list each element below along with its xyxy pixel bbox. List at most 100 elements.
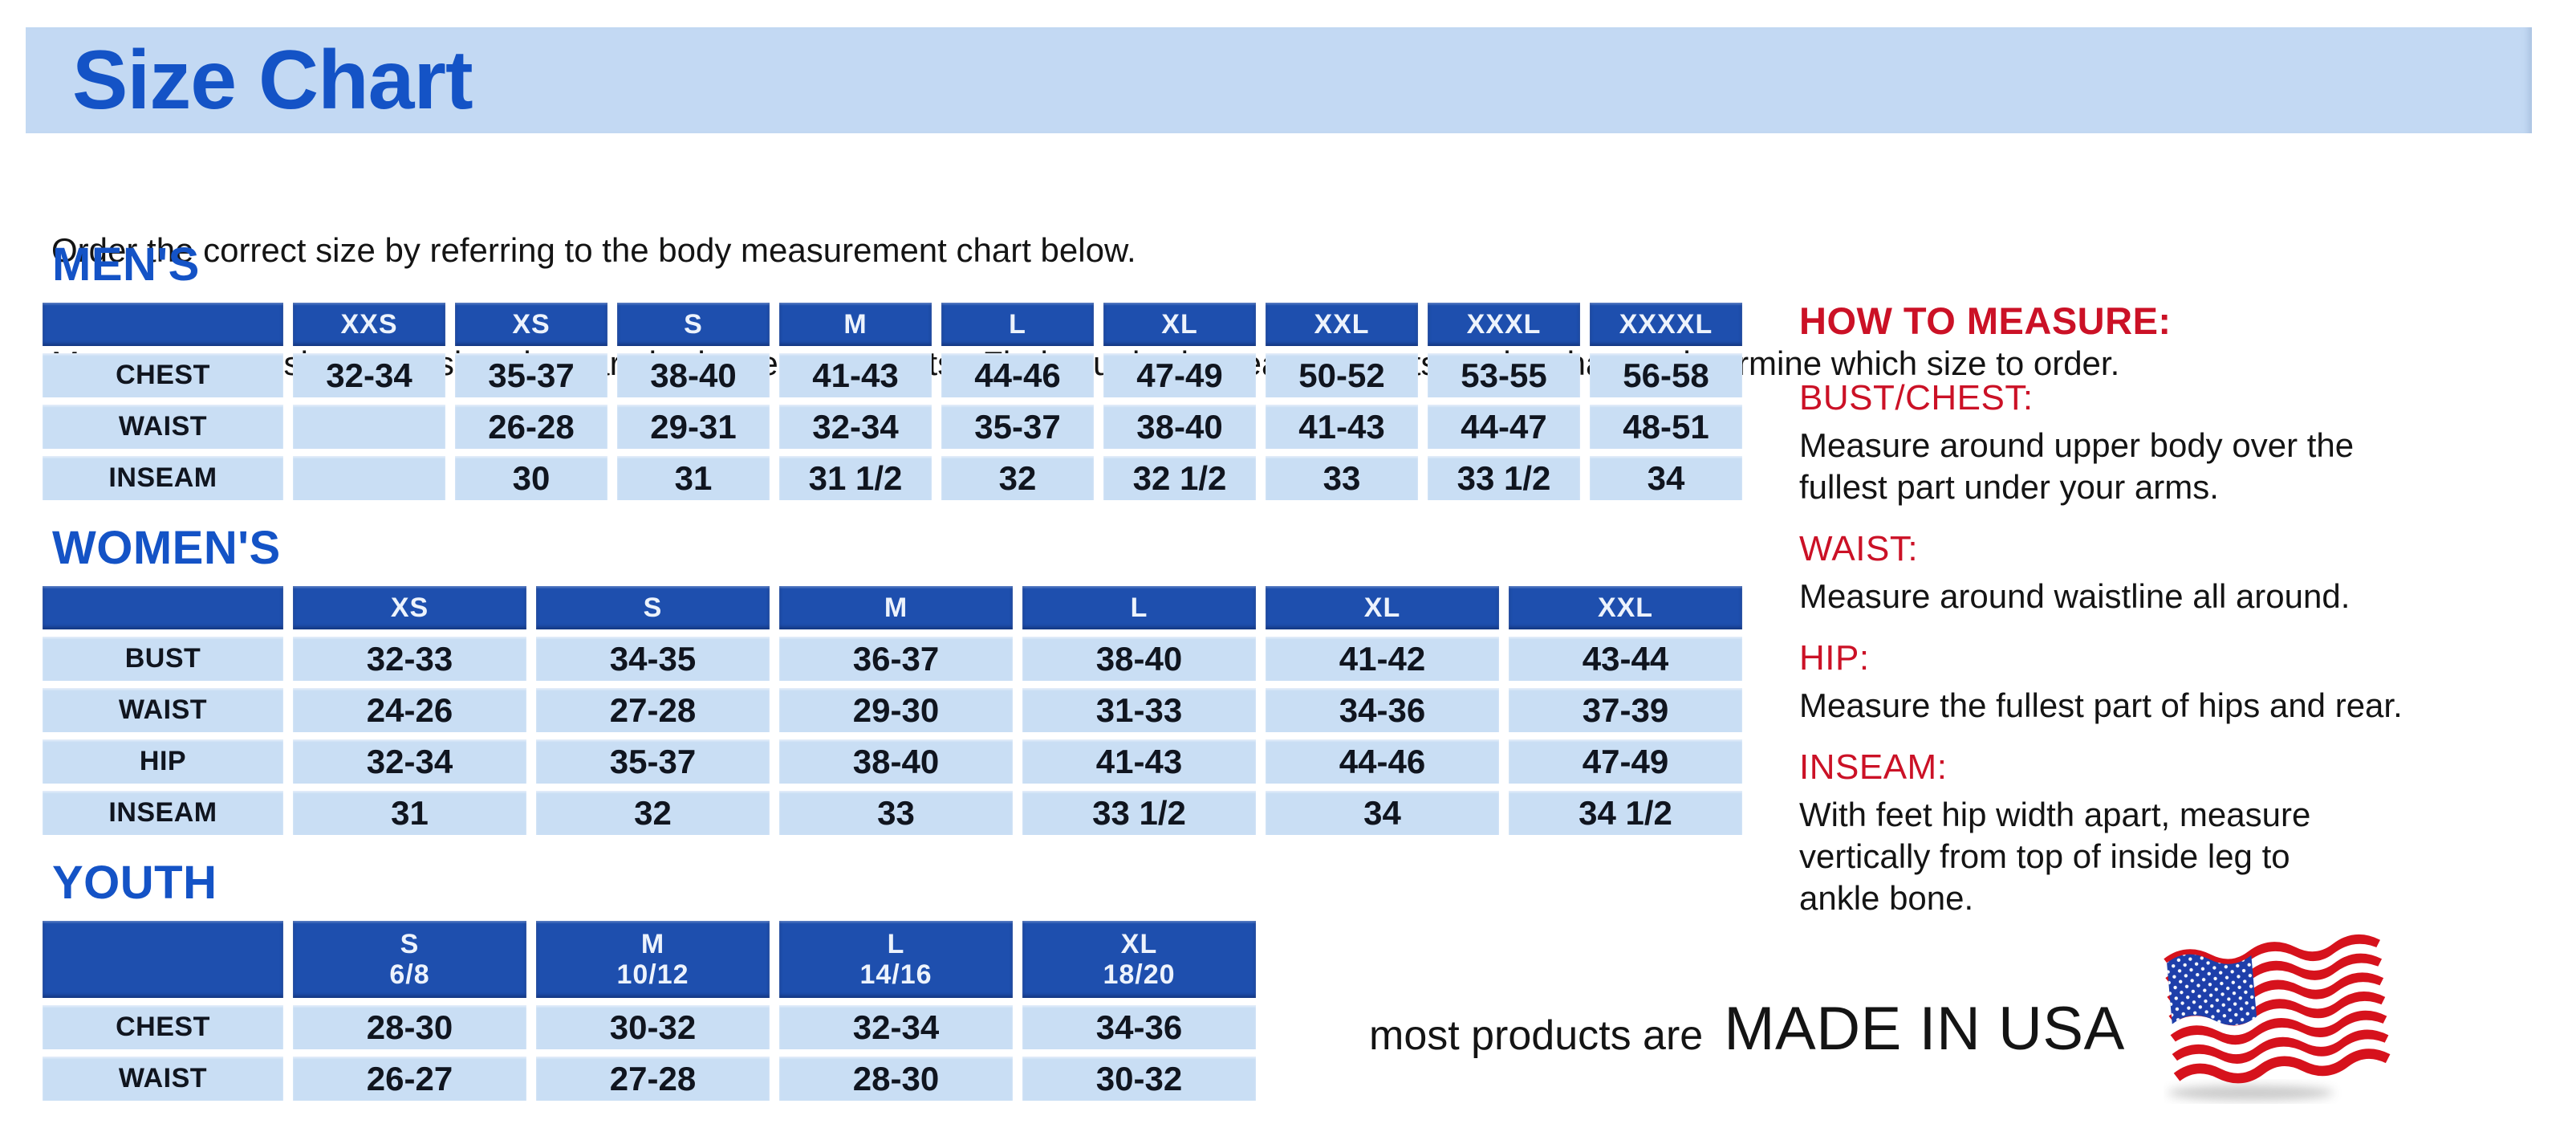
- measure-label-hip: HIP:: [1799, 638, 1870, 678]
- measurement-value-cell: 30: [455, 456, 607, 500]
- size-column-header: L 14/16: [779, 921, 1013, 998]
- measurement-value-cell: 32-34: [293, 739, 526, 784]
- measurement-value-cell: 38-40: [1022, 637, 1256, 681]
- measurement-value-cell: 41-43: [1266, 405, 1418, 449]
- measurement-value-cell: 26-27: [293, 1057, 526, 1101]
- title-banner: Size Chart: [26, 27, 2532, 133]
- measurement-value-cell: [293, 405, 445, 449]
- measure-item-inseam: INSEAM: With feet hip width apart, measu…: [1799, 747, 2562, 919]
- measurement-value-cell: 31: [617, 456, 770, 500]
- measurement-value-cell: 33 1/2: [1022, 791, 1256, 835]
- measurement-value-cell: 32-34: [779, 405, 932, 449]
- measurement-value-cell: 28-30: [779, 1057, 1013, 1101]
- measurement-value-cell: 33 1/2: [1428, 456, 1580, 500]
- measure-item-hip: HIP: Measure the fullest part of hips an…: [1799, 638, 2562, 727]
- measurement-value-cell: 34 1/2: [1509, 791, 1742, 835]
- measurement-value-cell: 32: [941, 456, 1094, 500]
- measurement-value-cell: 44-46: [941, 353, 1094, 397]
- measurement-value-cell: 30-32: [536, 1005, 770, 1049]
- measurement-value-cell: 34: [1590, 456, 1742, 500]
- mens-section-heading: MEN'S: [52, 238, 200, 291]
- size-column-header: XXL: [1266, 303, 1418, 346]
- measurement-value-cell: 38-40: [1103, 405, 1256, 449]
- row-label: INSEAM: [43, 456, 283, 500]
- size-column-header: M 10/12: [536, 921, 770, 998]
- size-column-header: S: [617, 303, 770, 346]
- measurement-value-cell: 56-58: [1590, 353, 1742, 397]
- table-corner-cell: [43, 586, 283, 629]
- measurement-value-cell: 41-43: [1022, 739, 1256, 784]
- size-column-header: XL: [1103, 303, 1256, 346]
- size-column-header: XS: [455, 303, 607, 346]
- row-label: HIP: [43, 739, 283, 784]
- measure-text-bust-chest: Measure around upper body over the fulle…: [1799, 426, 2355, 506]
- measurement-value-cell: 48-51: [1590, 405, 1742, 449]
- made-in-usa-prefix: most products are: [1369, 1012, 1704, 1059]
- size-column-header: S: [536, 586, 770, 629]
- measurement-value-cell: 44-46: [1266, 739, 1499, 784]
- measurement-value-cell: 26-28: [455, 405, 607, 449]
- measurement-value-cell: 41-43: [779, 353, 932, 397]
- us-flag-icon: [2164, 935, 2391, 1101]
- table-corner-cell: [43, 303, 283, 346]
- measurement-value-cell: 31-33: [1022, 688, 1256, 732]
- measurement-value-cell: 43-44: [1509, 637, 1742, 681]
- measurement-value-cell: 33: [1266, 456, 1418, 500]
- size-column-header: XXXXL: [1590, 303, 1742, 346]
- measurement-value-cell: 37-39: [1509, 688, 1742, 732]
- size-column-header: XXS: [293, 303, 445, 346]
- row-label: WAIST: [43, 405, 283, 449]
- youth-size-table: S 6/8 M 10/12 L 14/16 XL 18/20 CHEST 28-30 30-…: [43, 921, 1760, 1101]
- size-column-header: XS: [293, 586, 526, 629]
- measure-text-waist: Measure around waistline all around.: [1799, 577, 2350, 615]
- measure-item-bust-chest: BUST/CHEST: Measure around upper body ov…: [1799, 378, 2562, 508]
- measurement-value-cell: 29-30: [779, 688, 1013, 732]
- row-label: BUST: [43, 637, 283, 681]
- measurement-value-cell: 29-31: [617, 405, 770, 449]
- measurement-value-cell: 41-42: [1266, 637, 1499, 681]
- table-corner-cell: [43, 921, 283, 998]
- row-label: INSEAM: [43, 791, 283, 835]
- measurement-value-cell: 35-37: [455, 353, 607, 397]
- measurement-value-cell: 38-40: [617, 353, 770, 397]
- measurement-value-cell: 44-47: [1428, 405, 1580, 449]
- row-label: CHEST: [43, 353, 283, 397]
- measure-label-inseam: INSEAM:: [1799, 747, 1948, 787]
- measure-label-waist: WAIST:: [1799, 529, 1919, 568]
- womens-size-table: XS S M L XL XXL BUST 32-33 34-35 36-37 38-40 41-42 4…: [43, 586, 1760, 835]
- measurement-value-cell: 32-33: [293, 637, 526, 681]
- measurement-value-cell: 34: [1266, 791, 1499, 835]
- measurement-value-cell: 34-36: [1022, 1005, 1256, 1049]
- size-column-header: L: [941, 303, 1094, 346]
- measurement-value-cell: 36-37: [779, 637, 1013, 681]
- measure-label-bust-chest: BUST/CHEST:: [1799, 378, 2034, 417]
- size-column-header: M: [779, 586, 1013, 629]
- measurement-value-cell: 27-28: [536, 688, 770, 732]
- size-column-header: XXL: [1509, 586, 1742, 629]
- measurement-value-cell: 35-37: [941, 405, 1094, 449]
- measurement-value-cell: 38-40: [779, 739, 1013, 784]
- how-to-measure-panel: HOW TO MEASURE: BUST/CHEST: Measure arou…: [1799, 299, 2562, 919]
- measure-item-waist: WAIST: Measure around waistline all arou…: [1799, 529, 2562, 617]
- measurement-value-cell: 47-49: [1509, 739, 1742, 784]
- page-title: Size Chart: [72, 33, 473, 127]
- measurement-value-cell: 34-36: [1266, 688, 1499, 732]
- made-in-usa-text: MADE IN USA: [1724, 995, 2125, 1063]
- intro-line-1: Order the correct size by referring to t…: [51, 231, 1136, 269]
- measurement-value-cell: 32-34: [293, 353, 445, 397]
- measurement-value-cell: 31: [293, 791, 526, 835]
- size-column-header: XL 18/20: [1022, 921, 1256, 998]
- measurement-value-cell: 47-49: [1103, 353, 1256, 397]
- measurement-value-cell: 50-52: [1266, 353, 1418, 397]
- measurement-value-cell: 32: [536, 791, 770, 835]
- size-tables-column: MEN'S XXS XS S M L XL XXL XXXL XXXXL CHEST 32-34 35…: [43, 238, 1760, 1122]
- measurement-value-cell: 35-37: [536, 739, 770, 784]
- measurement-value-cell: 28-30: [293, 1005, 526, 1049]
- size-column-header: S 6/8: [293, 921, 526, 998]
- measurement-value-cell: 34-35: [536, 637, 770, 681]
- measure-text-inseam: With feet hip width apart, measure verti…: [1799, 796, 2311, 917]
- womens-section-heading: WOMEN'S: [52, 522, 281, 574]
- row-label: CHEST: [43, 1005, 283, 1049]
- row-label: WAIST: [43, 688, 283, 732]
- made-in-usa-line: most products are MADE IN USA: [1369, 994, 2125, 1064]
